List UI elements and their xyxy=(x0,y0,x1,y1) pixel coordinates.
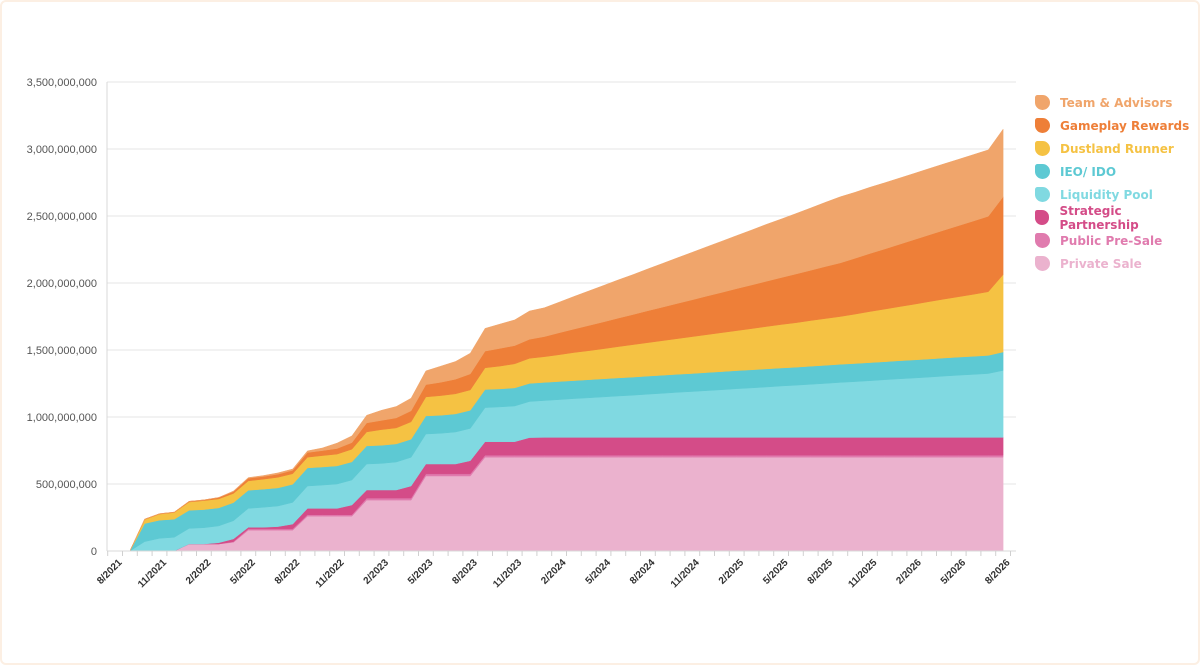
y-tick-label: 3,000,000,000 xyxy=(27,144,97,156)
x-tick-label: 8/2022 xyxy=(273,557,303,587)
legend-item-team-advisors[interactable]: Team & Advisors xyxy=(1035,91,1200,114)
x-tick-label: 11/2023 xyxy=(491,557,524,590)
legend-label: Public Pre-Sale xyxy=(1060,233,1163,248)
x-tick-label: 5/2022 xyxy=(228,557,258,587)
x-tick-label: 2/2022 xyxy=(184,557,214,587)
x-tick-label: 8/2021 xyxy=(95,557,125,587)
legend-label: Private Sale xyxy=(1060,256,1142,271)
legend-label: Dustland Runner xyxy=(1060,141,1174,156)
legend-item-gameplay-rewards[interactable]: Gameplay Rewards xyxy=(1035,114,1200,137)
legend-label: Team & Advisors xyxy=(1060,95,1173,110)
legend-label: Liquidity Pool xyxy=(1060,187,1153,202)
y-tick-label: 3,500,000,000 xyxy=(27,77,97,89)
legend-item-liquidity-pool[interactable]: Liquidity Pool xyxy=(1035,183,1200,206)
y-tick-label: 0 xyxy=(91,546,97,558)
legend-item-private-sale[interactable]: Private Sale xyxy=(1035,252,1200,275)
x-tick-label: 8/2023 xyxy=(450,557,480,587)
y-tick-label: 1,500,000,000 xyxy=(27,345,97,357)
x-tick-label: 8/2025 xyxy=(806,557,836,587)
x-tick-label: 5/2023 xyxy=(406,557,436,587)
x-tick-label: 11/2024 xyxy=(669,557,702,590)
x-tick-label: 5/2024 xyxy=(584,557,614,587)
legend-item-public-pre-sale[interactable]: Public Pre-Sale xyxy=(1035,229,1200,252)
area-team-advisors xyxy=(129,128,1004,552)
legend-swatch-icon xyxy=(1035,187,1050,202)
x-tick-label: 2/2023 xyxy=(362,557,392,587)
y-tick-label: 2,000,000,000 xyxy=(27,278,97,290)
legend-swatch-icon xyxy=(1035,95,1050,110)
legend-item-ieo-ido[interactable]: IEO/ IDO xyxy=(1035,160,1200,183)
legend-item-dustland-runner[interactable]: Dustland Runner xyxy=(1035,137,1200,160)
legend-swatch-icon xyxy=(1035,118,1050,133)
legend-swatch-icon xyxy=(1035,141,1050,156)
legend-swatch-icon xyxy=(1035,233,1050,248)
x-tick-label: 5/2026 xyxy=(939,557,969,587)
legend-swatch-icon xyxy=(1035,256,1050,271)
x-tick-label: 8/2026 xyxy=(983,557,1013,587)
legend-swatch-icon xyxy=(1035,210,1050,225)
legend: Team & Advisors Gameplay Rewards Dustlan… xyxy=(1035,91,1200,275)
y-tick-label: 1,000,000,000 xyxy=(27,412,97,424)
y-tick-label: 2,500,000,000 xyxy=(27,211,97,223)
x-tick-label: 5/2025 xyxy=(761,557,791,587)
x-tick-label: 2/2025 xyxy=(717,557,747,587)
legend-label: IEO/ IDO xyxy=(1060,164,1117,179)
x-tick-label: 8/2024 xyxy=(628,557,658,587)
x-tick-label: 2/2026 xyxy=(894,557,924,587)
legend-label: Gameplay Rewards xyxy=(1060,118,1190,133)
legend-label: Strategic Partnership xyxy=(1059,203,1139,232)
x-tick-label: 11/2025 xyxy=(846,557,879,590)
legend-item-strategic-partnership[interactable]: Strategic Partnership xyxy=(1035,203,1200,232)
x-tick-label: 11/2022 xyxy=(314,557,347,590)
x-tick-label: 2/2024 xyxy=(539,557,569,587)
x-tick-label: 11/2021 xyxy=(136,557,169,590)
legend-swatch-icon xyxy=(1035,164,1050,179)
y-tick-label: 500,000,000 xyxy=(36,479,97,491)
